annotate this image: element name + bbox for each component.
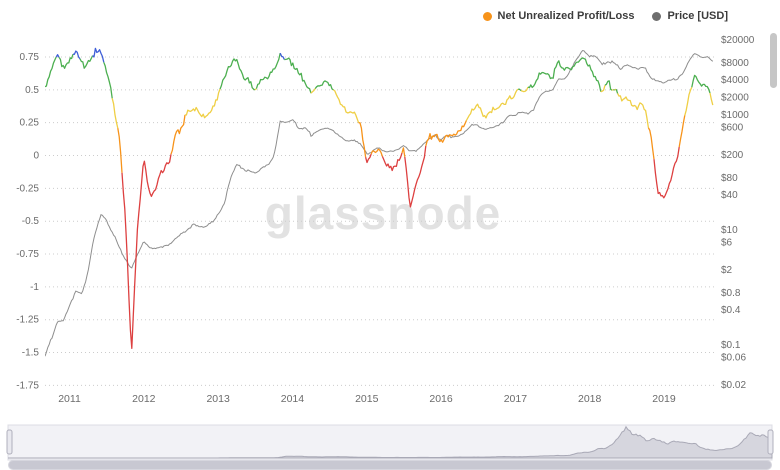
navigator-area-series[interactable] bbox=[8, 425, 773, 459]
nupl-series-segment[interactable] bbox=[604, 80, 613, 91]
nupl-series-segment[interactable] bbox=[170, 114, 186, 155]
nupl-series-segment[interactable] bbox=[615, 88, 619, 94]
left-axis-tick-label: -0.25 bbox=[16, 183, 39, 194]
legend-item-price[interactable]: Price [USD] bbox=[652, 10, 728, 22]
left-axis-tick-label: -1.75 bbox=[16, 380, 39, 391]
nupl-series-segment[interactable] bbox=[314, 80, 334, 91]
nupl-series-segment[interactable] bbox=[617, 93, 650, 128]
nupl-series-segment[interactable] bbox=[684, 86, 693, 116]
right-axis-tick-label: $2 bbox=[721, 265, 733, 276]
right-axis-tick-label: $0.06 bbox=[721, 353, 746, 364]
legend-label-price: Price [USD] bbox=[667, 10, 728, 22]
nupl-series-segment[interactable] bbox=[279, 52, 285, 60]
nupl-series-segment[interactable] bbox=[219, 58, 256, 91]
left-axis-tick-label: -0.75 bbox=[16, 249, 39, 260]
nupl-series-segment[interactable] bbox=[255, 52, 281, 89]
x-axis-year-label: 2017 bbox=[504, 393, 528, 405]
right-axis-tick-label: $0.4 bbox=[721, 305, 741, 316]
x-axis-year-label: 2018 bbox=[578, 393, 602, 405]
x-axis-year-label: 2011 bbox=[58, 393, 81, 405]
right-axis-tick-label: $0.8 bbox=[721, 288, 741, 299]
left-axis-tick-label: -0.5 bbox=[22, 216, 40, 227]
x-axis-year-label: 2019 bbox=[652, 393, 676, 405]
nupl-series-segment[interactable] bbox=[678, 115, 686, 148]
nupl-series-segment[interactable] bbox=[653, 146, 680, 199]
nupl-series-segment[interactable] bbox=[370, 148, 384, 157]
horizontal-scrollbar[interactable] bbox=[8, 460, 772, 470]
nupl-series-segment[interactable] bbox=[111, 98, 119, 129]
right-axis-tick-label: $1000 bbox=[721, 110, 749, 121]
nupl-series-segment[interactable] bbox=[600, 85, 606, 93]
navigator-handle-left[interactable] bbox=[6, 429, 13, 455]
legend-marker-nupl-icon bbox=[482, 11, 492, 21]
nupl-series-segment[interactable] bbox=[79, 55, 94, 69]
right-axis-tick-label: $200 bbox=[721, 150, 744, 161]
nupl-series-segment[interactable] bbox=[45, 56, 57, 88]
nupl-series-segment[interactable] bbox=[72, 50, 81, 60]
right-axis-tick-label: $2000 bbox=[721, 93, 749, 104]
right-axis-tick-label: $600 bbox=[721, 123, 744, 134]
left-axis-tick-label: 0 bbox=[33, 151, 39, 162]
left-axis-tick-label: -1.5 bbox=[22, 348, 40, 359]
main-chart[interactable]: 0.75 0.5 0.25 0 -0.25 -0.5 -0.75 -1 -1.25 -1.5 -1.… bbox=[0, 0, 780, 420]
right-axis-tick-label: $0.1 bbox=[721, 340, 741, 351]
nupl-series-segment[interactable] bbox=[401, 147, 406, 157]
left-axis-tick-label: 0.75 bbox=[20, 52, 40, 63]
x-axis-year-label: 2013 bbox=[206, 393, 230, 405]
vertical-scrollbar-thumb[interactable] bbox=[770, 33, 777, 88]
left-axis-tick-label: 0.25 bbox=[20, 118, 40, 129]
price-series-line[interactable] bbox=[45, 49, 714, 357]
nupl-series-segment[interactable] bbox=[647, 127, 655, 160]
legend: Net Unrealized Profit/Loss Price [USD] bbox=[482, 10, 728, 22]
nupl-series-segment[interactable] bbox=[117, 127, 123, 173]
nupl-series-segment[interactable] bbox=[92, 47, 105, 63]
legend-label-nupl: Net Unrealized Profit/Loss bbox=[497, 10, 635, 22]
legend-marker-price-icon bbox=[652, 11, 662, 21]
left-axis-tick-label: -1 bbox=[30, 282, 39, 293]
nupl-series-segment[interactable] bbox=[284, 57, 312, 94]
nupl-series-segment[interactable] bbox=[404, 145, 427, 208]
nupl-series-segment[interactable] bbox=[381, 152, 403, 172]
nupl-series-segment[interactable] bbox=[333, 89, 360, 124]
nupl-series-segment[interactable] bbox=[520, 86, 529, 93]
left-axis-tick-label: 0.5 bbox=[25, 85, 39, 96]
nupl-series-segment[interactable] bbox=[465, 88, 519, 121]
nupl-series-segment[interactable] bbox=[310, 88, 316, 94]
nupl-series-segment[interactable] bbox=[527, 57, 602, 92]
x-axis-year-label: 2016 bbox=[429, 393, 453, 405]
horizontal-scrollbar-thumb[interactable] bbox=[9, 461, 771, 469]
nupl-series-segment[interactable] bbox=[103, 62, 113, 99]
nupl-series-segment[interactable] bbox=[518, 88, 522, 92]
right-axis-tick-label: $4000 bbox=[721, 75, 749, 86]
nupl-series-segment[interactable] bbox=[58, 53, 74, 69]
legend-item-nupl[interactable]: Net Unrealized Profit/Loss bbox=[482, 10, 635, 22]
right-axis-tick-label: $6 bbox=[721, 238, 733, 249]
right-axis-tick-label: $8000 bbox=[721, 58, 749, 69]
nupl-series-segment[interactable] bbox=[709, 92, 714, 106]
right-axis-tick-label: $80 bbox=[721, 173, 738, 184]
navigator-handle-right[interactable] bbox=[767, 429, 774, 455]
watermark: glassnode bbox=[264, 187, 502, 239]
x-axis-year-label: 2014 bbox=[281, 393, 305, 405]
nupl-series-segment[interactable] bbox=[358, 122, 367, 158]
x-axis-year-label: 2015 bbox=[355, 393, 379, 405]
left-axis-tick-label: -1.25 bbox=[16, 315, 39, 326]
nupl-series-segment[interactable] bbox=[55, 54, 60, 58]
right-axis-tick-label: $0.02 bbox=[721, 380, 746, 391]
right-axis-tick-label: $10 bbox=[721, 225, 738, 236]
nupl-series-segment[interactable] bbox=[611, 89, 614, 91]
nupl-series-segment[interactable] bbox=[121, 154, 172, 349]
right-axis-tick-label: $20000 bbox=[721, 35, 755, 46]
navigator[interactable] bbox=[0, 424, 780, 462]
nupl-series-segment[interactable] bbox=[691, 74, 711, 94]
x-axis-year-label: 2012 bbox=[132, 393, 156, 405]
nupl-series-segment[interactable] bbox=[364, 153, 372, 164]
nupl-series-segment[interactable] bbox=[425, 120, 467, 147]
nupl-series-segment[interactable] bbox=[184, 88, 221, 119]
right-axis-tick-label: $40 bbox=[721, 190, 738, 201]
nupl-series-segment[interactable] bbox=[254, 88, 257, 91]
